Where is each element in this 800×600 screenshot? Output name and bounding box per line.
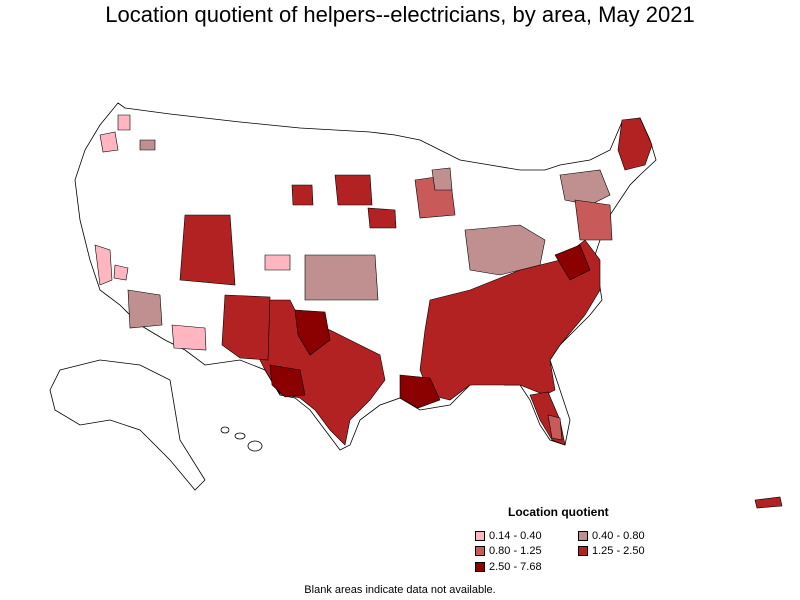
midwest-mixed-region bbox=[291, 167, 546, 276]
minnesota-area bbox=[334, 174, 373, 206]
washington-light-area bbox=[117, 114, 131, 131]
ohio-valley-area bbox=[464, 224, 546, 276]
legend-swatch-1 bbox=[475, 531, 485, 541]
colorado-light-area bbox=[264, 254, 291, 271]
florida-mid-area bbox=[547, 414, 563, 441]
alaska bbox=[49, 359, 206, 491]
hawaii-island-3 bbox=[247, 440, 263, 452]
legend-item-4: 1.25 - 2.50 bbox=[578, 545, 645, 557]
utah-region bbox=[179, 214, 236, 286]
hawaii bbox=[220, 426, 263, 452]
maine-area bbox=[617, 117, 653, 171]
southeast-region bbox=[399, 239, 601, 446]
pennsylvania-area bbox=[574, 199, 613, 241]
puerto-rico-area bbox=[754, 496, 783, 509]
texas-dark-area bbox=[269, 364, 306, 398]
utah-area bbox=[179, 214, 236, 286]
legend-label-4: 1.25 - 2.50 bbox=[592, 545, 645, 557]
legend-title: Location quotient bbox=[508, 505, 609, 519]
michigan-area bbox=[431, 167, 453, 191]
legend-item-5: 2.50 - 7.68 bbox=[475, 561, 542, 573]
legend-label-1: 0.14 - 0.40 bbox=[489, 530, 542, 542]
oklahoma-dark-area bbox=[294, 309, 331, 356]
legend-label-2: 0.40 - 0.80 bbox=[592, 530, 645, 542]
virginia-dark-area bbox=[554, 244, 591, 281]
oregon-light-area bbox=[99, 131, 119, 153]
new-york-area bbox=[559, 169, 611, 206]
alaska-outline bbox=[49, 359, 206, 491]
legend-swatch-4 bbox=[578, 546, 588, 556]
kansas-area bbox=[304, 254, 379, 301]
new-mexico-area bbox=[221, 294, 271, 361]
wyoming-area bbox=[291, 184, 314, 206]
california-light-area-2 bbox=[113, 264, 129, 281]
louisiana-dark-area bbox=[399, 374, 441, 409]
map-title: Location quotient of helpers--electricia… bbox=[105, 2, 695, 27]
arizona-light-area bbox=[171, 324, 207, 351]
legend-label-5: 2.50 - 7.68 bbox=[489, 561, 542, 573]
new-mexico-region bbox=[221, 294, 271, 361]
legend-item-2: 0.40 - 0.80 bbox=[578, 530, 645, 542]
legend-label-3: 0.80 - 1.25 bbox=[489, 545, 542, 557]
legend-swatch-5 bbox=[475, 562, 485, 572]
northeast-region bbox=[559, 117, 653, 241]
legend-swatch-3 bbox=[475, 546, 485, 556]
legend-item-3: 0.80 - 1.25 bbox=[475, 545, 542, 557]
footnote: Blank areas indicate data not available. bbox=[304, 584, 496, 596]
puerto-rico bbox=[754, 496, 783, 509]
kansas-region bbox=[304, 254, 379, 301]
idaho-tan-area bbox=[139, 139, 156, 151]
iowa-area bbox=[367, 207, 397, 229]
hawaii-island-2 bbox=[234, 432, 246, 440]
arizona-area bbox=[127, 289, 163, 329]
west-coast-region bbox=[94, 114, 291, 351]
california-light-area bbox=[94, 244, 113, 286]
hawaii-island-1 bbox=[220, 426, 230, 434]
legend-swatch-2 bbox=[578, 531, 588, 541]
legend-item-1: 0.14 - 0.40 bbox=[475, 530, 542, 542]
